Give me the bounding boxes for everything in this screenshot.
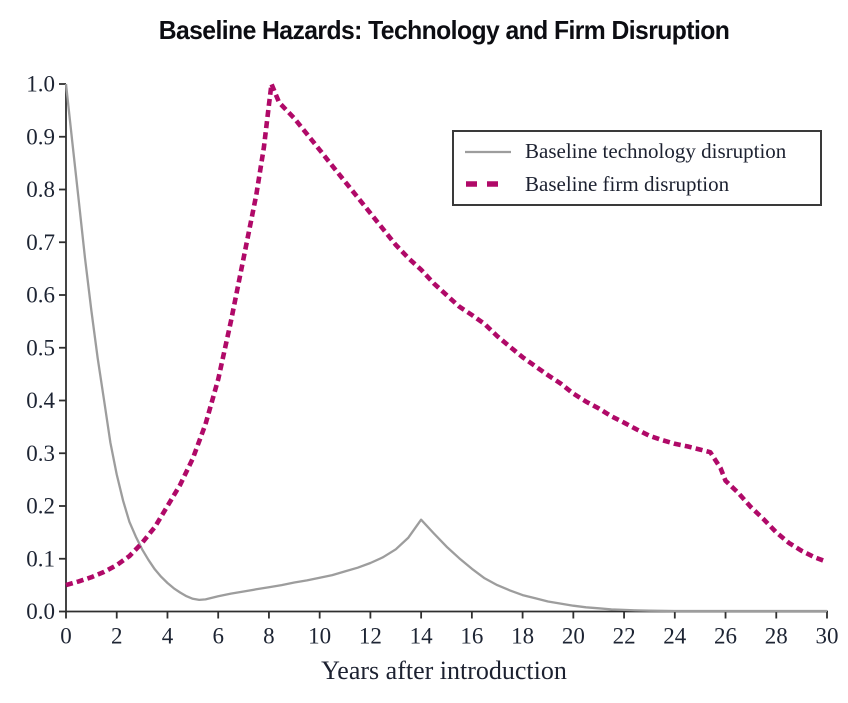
legend-label-firm: Baseline firm disruption	[525, 171, 730, 196]
x-tick-label: 6	[212, 624, 224, 649]
y-tick-label: 0.6	[26, 283, 55, 308]
y-tick-label: 0.8	[26, 177, 55, 202]
x-tick-label: 14	[410, 624, 434, 649]
x-tick-label: 4	[162, 624, 174, 649]
y-tick-label: 0.3	[26, 441, 55, 466]
x-tick-label: 26	[714, 624, 737, 649]
legend-item-technology: Baseline technology disruption	[464, 139, 820, 164]
legend: Baseline technology disruption Baseline …	[452, 130, 822, 206]
series-line-firm	[65, 81, 828, 588]
legend-label-technology: Baseline technology disruption	[525, 139, 787, 164]
x-tick-label: 22	[613, 624, 636, 649]
technology-line-swatch	[465, 150, 511, 153]
y-tick-label: 1.0	[26, 72, 55, 97]
y-tick-label: 0.4	[26, 388, 55, 413]
x-tick-label: 12	[359, 624, 382, 649]
y-tick-label: 0.9	[26, 124, 55, 149]
x-tick-label: 24	[663, 624, 687, 649]
x-tick-label: 16	[460, 624, 483, 649]
y-tick-label: 0.1	[26, 546, 55, 571]
x-tick-label: 20	[562, 624, 585, 649]
x-tick-label: 2	[111, 624, 123, 649]
x-tick-label: 28	[765, 624, 788, 649]
y-tick-label: 0.5	[26, 335, 55, 360]
chart-title: Baseline Hazards: Technology and Firm Di…	[158, 15, 730, 45]
y-tick-label: 0.0	[26, 599, 55, 624]
series-line-technology	[64, 83, 827, 613]
x-axis-label: Years after introduction	[321, 656, 567, 685]
firm-line-swatch	[466, 181, 500, 187]
y-tick-label: 0.2	[26, 494, 55, 519]
x-tick-label: 0	[60, 624, 72, 649]
x-tick-label: 10	[308, 624, 331, 649]
y-tick-label: 0.7	[26, 230, 55, 255]
legend-item-firm: Baseline firm disruption	[464, 172, 820, 197]
x-tick-label: 18	[511, 624, 534, 649]
x-tick-label: 8	[263, 624, 275, 649]
x-tick-label: 30	[816, 624, 839, 649]
